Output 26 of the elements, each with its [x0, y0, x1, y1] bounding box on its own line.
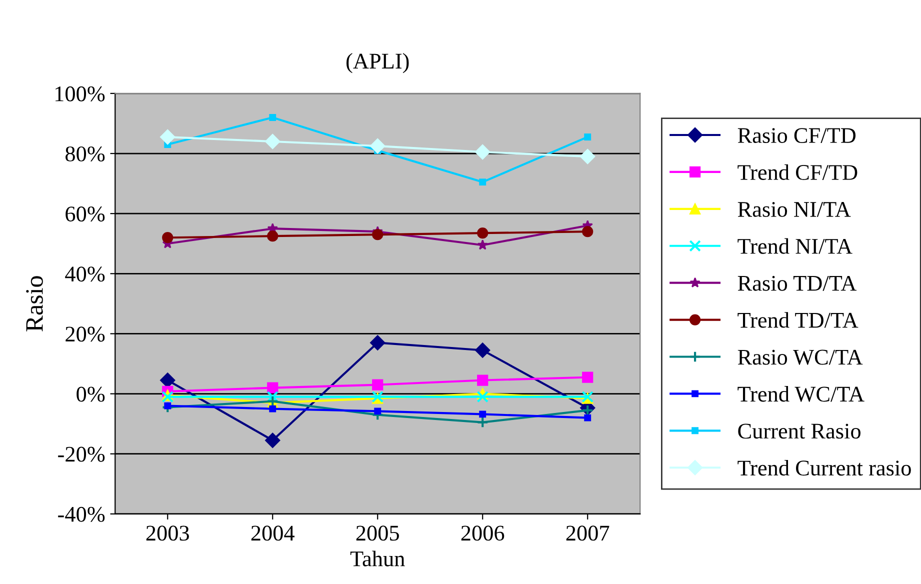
y-tick-label: 20%: [66, 326, 105, 342]
legend-label: Trend WC/TA: [738, 386, 864, 402]
legend-label: Trend CF/TD: [738, 164, 858, 180]
legend-label: Trend NI/TA: [738, 238, 852, 254]
y-tick-label: 100%: [56, 86, 105, 102]
chart-title: (APLI): [346, 53, 409, 74]
y-tick-label: 40%: [65, 266, 105, 282]
legend-label: Rasio WC/TA: [738, 350, 863, 365]
legend-label: Trend Current rasio: [738, 460, 911, 476]
x-tick-label: 2005: [356, 526, 399, 541]
x-tick-label: 2007: [566, 526, 610, 541]
x-tick-label: 2006: [461, 526, 504, 541]
x-tick-label: 2003: [146, 526, 189, 541]
legend-label: Current Rasio: [738, 424, 860, 439]
legend-label: Rasio CF/TD: [738, 128, 856, 144]
y-tick-label: 60%: [66, 206, 105, 222]
legend-label: Rasio TD/TA: [738, 276, 857, 291]
y-tick-label: 0%: [76, 386, 105, 402]
legend-label: Trend TD/TA: [738, 312, 858, 328]
x-axis-title: Tahun: [350, 550, 405, 566]
x-tick-label: 2004: [251, 526, 294, 541]
y-tick-label: 80%: [66, 146, 105, 162]
y-axis-title: Rasio: [26, 276, 43, 332]
legend-label: Rasio NI/TA: [738, 202, 851, 217]
y-tick-label: -20%: [58, 446, 105, 462]
y-tick-label: -40%: [58, 506, 105, 522]
